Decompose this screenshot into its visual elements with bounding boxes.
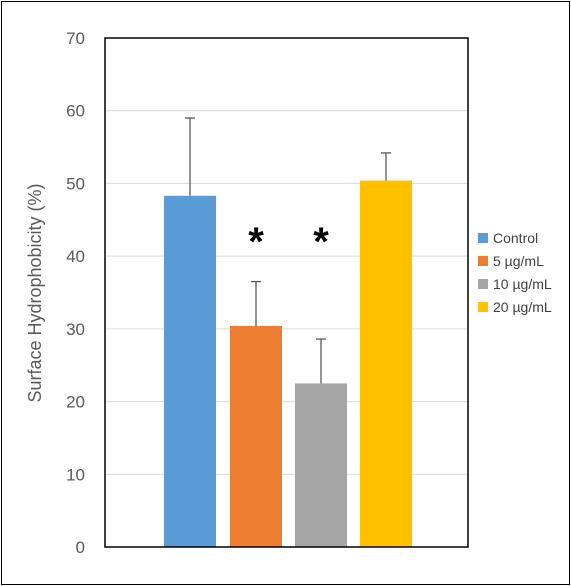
y-tick-label: 0: [76, 538, 85, 557]
y-tick-label: 20: [66, 393, 85, 412]
bar: [295, 383, 347, 547]
y-tick-label: 10: [66, 465, 85, 484]
error-bars: * *: [185, 117, 391, 384]
significance-marker: *: [313, 220, 329, 264]
legend-label: 20 µg/mL: [493, 299, 552, 315]
y-axis-title: Surface Hydrophobicity (%): [25, 183, 45, 402]
legend-label: 5 µg/mL: [493, 253, 544, 269]
legend-swatch: [478, 279, 488, 289]
y-tick-label: 70: [66, 29, 85, 48]
legend-swatch: [478, 233, 488, 243]
y-tick-label: 50: [66, 174, 85, 193]
bars: [164, 180, 412, 548]
legend-swatch: [478, 256, 488, 266]
bar: [164, 195, 216, 548]
bar: [360, 180, 412, 547]
y-tick-label: 60: [66, 102, 85, 121]
legend-swatch: [478, 302, 488, 312]
legend: Control 5 µg/mL 10 µg/mL 20 µg/mL: [478, 230, 552, 315]
y-tick-label: 40: [66, 247, 85, 266]
gridlines: [105, 110, 468, 475]
plot-area-border: [104, 37, 469, 548]
legend-label: Control: [493, 230, 538, 246]
legend-label: 10 µg/mL: [493, 276, 552, 292]
significance-marker: *: [248, 220, 264, 264]
y-axis-ticks: 0 10 20 30 40 50 60 70: [66, 29, 85, 557]
bar: [230, 325, 282, 547]
y-tick-label: 30: [66, 320, 85, 339]
